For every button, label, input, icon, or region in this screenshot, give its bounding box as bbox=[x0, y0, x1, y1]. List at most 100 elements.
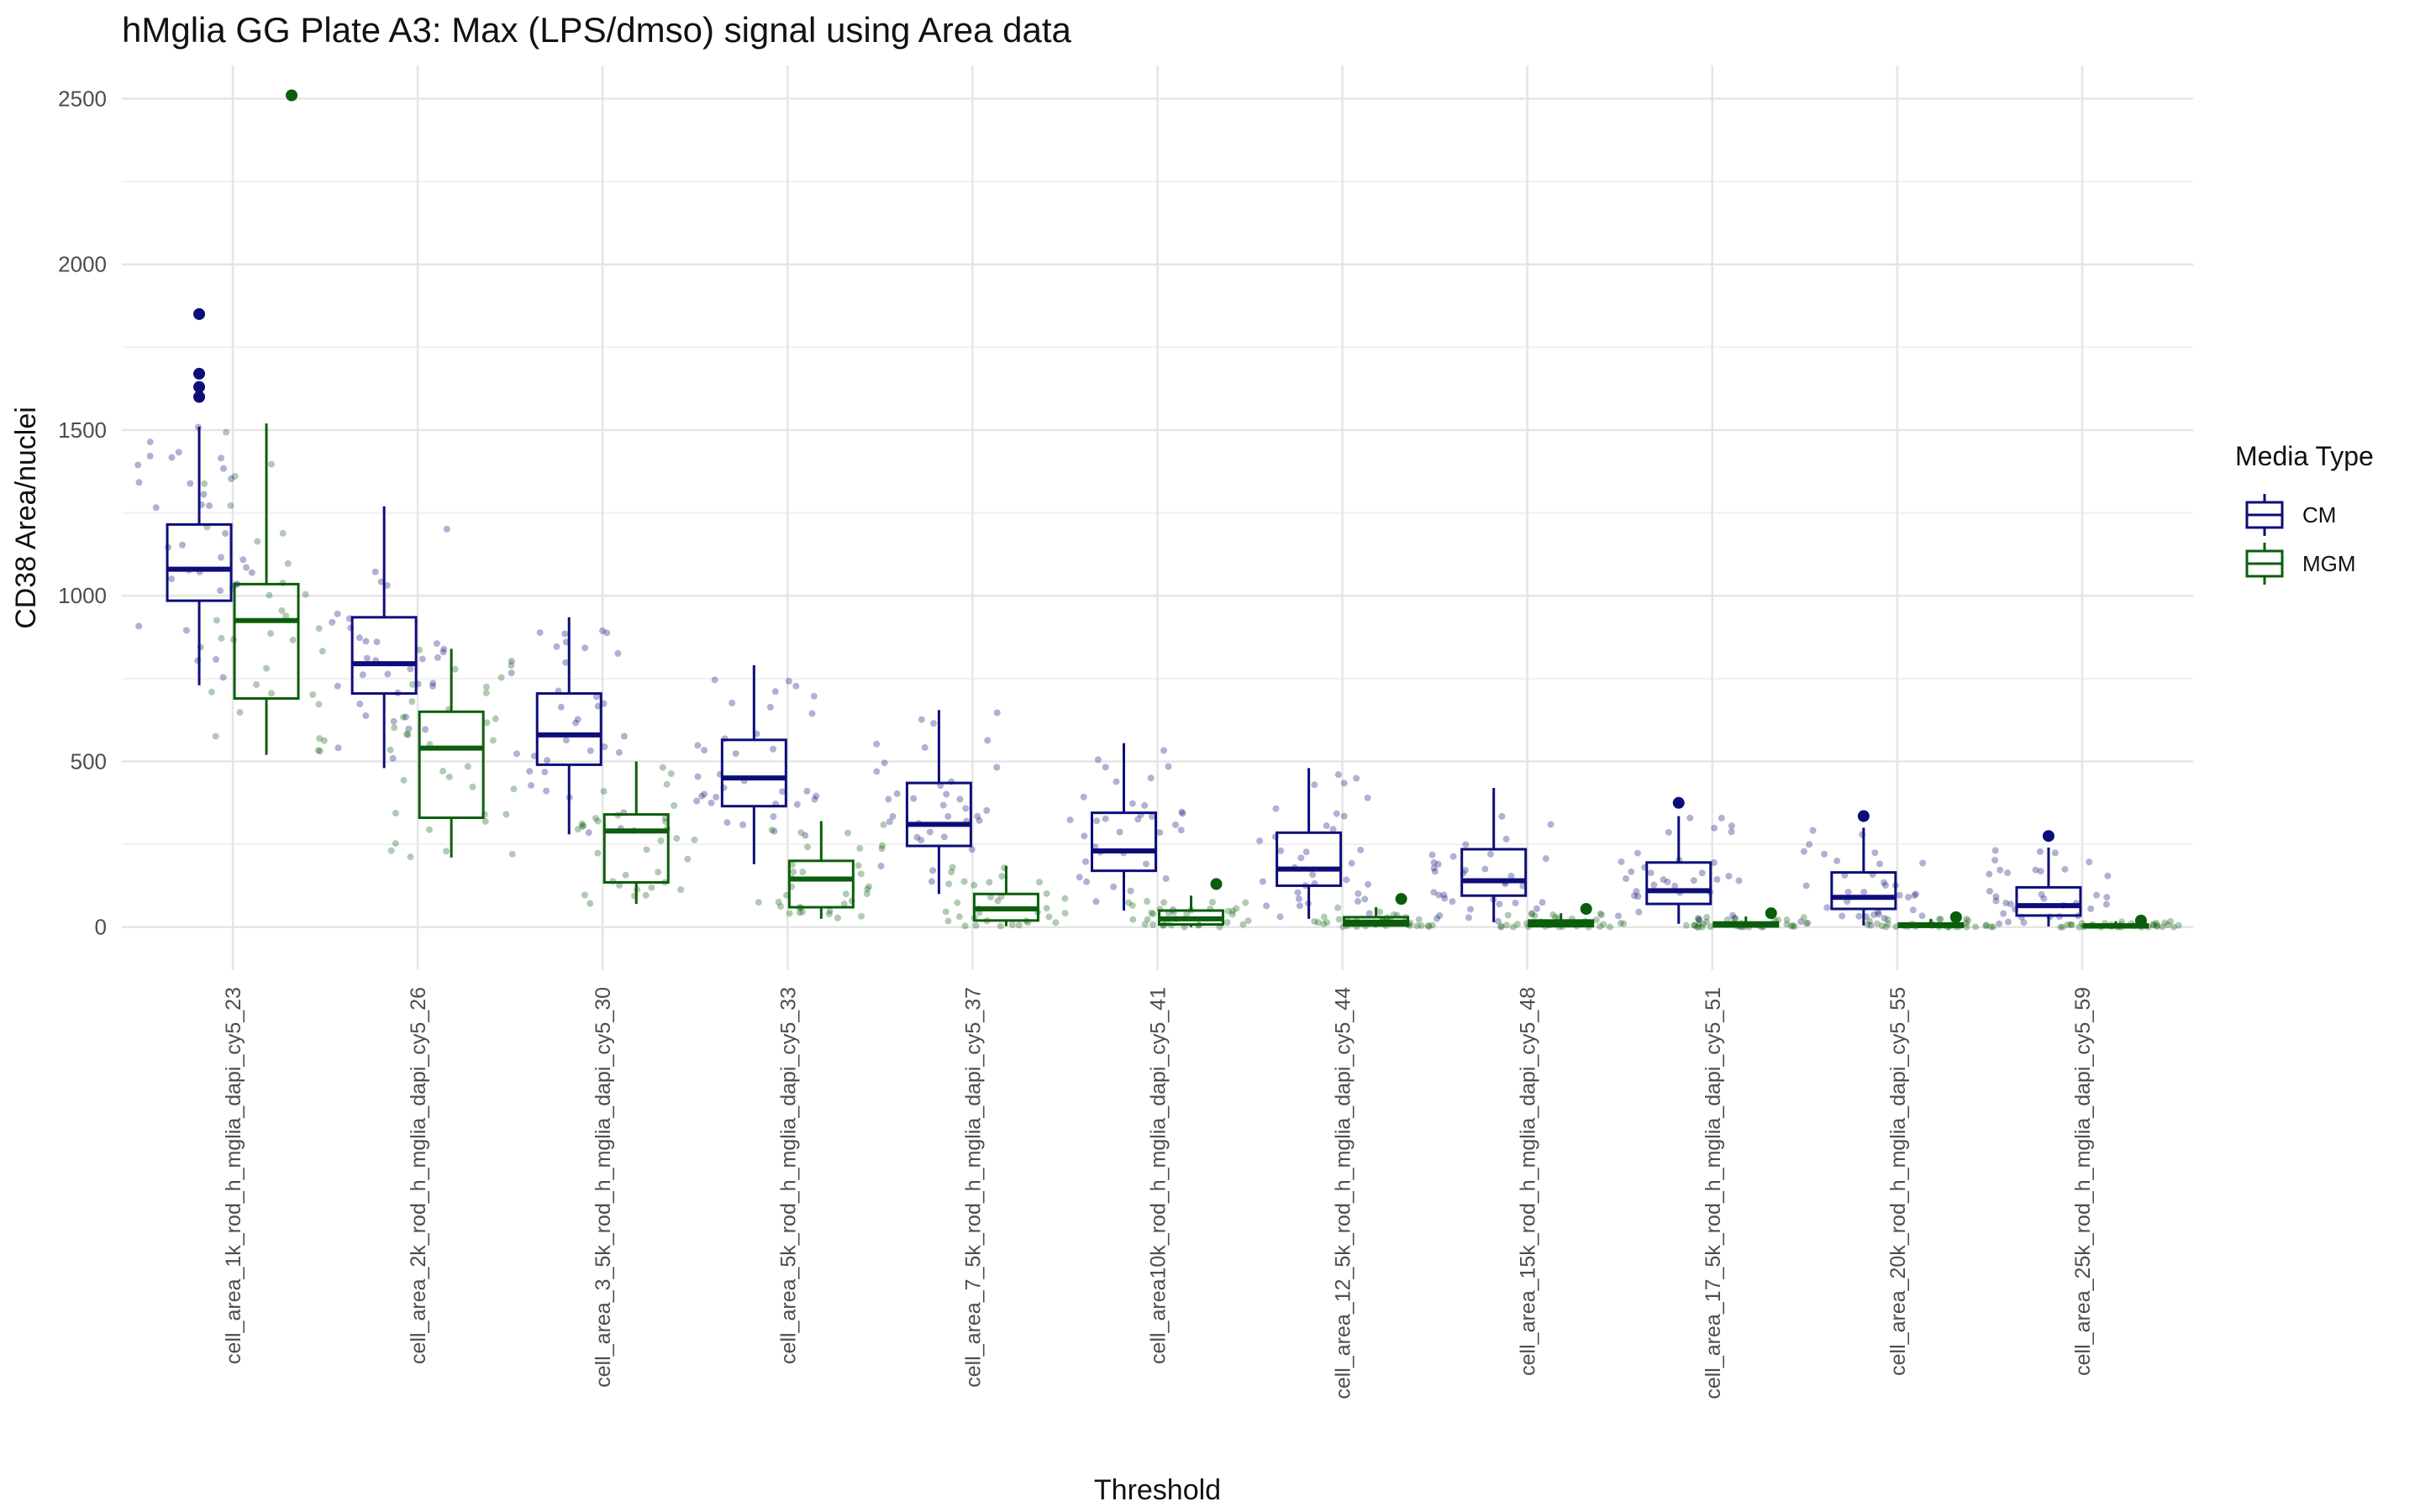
jitter-point bbox=[1509, 923, 1517, 931]
outlier-point bbox=[1210, 878, 1223, 890]
jitter-point bbox=[701, 747, 708, 754]
jitter-point bbox=[698, 792, 706, 800]
jitter-point bbox=[510, 785, 518, 793]
jitter-point bbox=[371, 568, 379, 575]
jitter-point bbox=[1110, 883, 1118, 890]
jitter-point bbox=[1728, 828, 1735, 836]
y-tick-label: 1500 bbox=[58, 417, 107, 443]
jitter-point bbox=[1664, 878, 1671, 885]
outlier-point bbox=[193, 391, 206, 403]
jitter-point bbox=[655, 869, 662, 876]
jitter-point bbox=[1263, 902, 1270, 910]
jitter-point bbox=[1080, 793, 1087, 801]
jitter-point bbox=[1693, 923, 1701, 931]
jitter-point bbox=[2007, 900, 2014, 908]
jitter-point bbox=[777, 903, 785, 911]
jitter-point bbox=[1865, 917, 1873, 925]
jitter-point bbox=[918, 837, 925, 844]
jitter-point bbox=[429, 682, 437, 690]
jitter-point bbox=[1696, 921, 1703, 928]
jitter-point bbox=[1355, 890, 1362, 897]
jitter-point bbox=[1178, 808, 1186, 816]
jitter-point bbox=[600, 788, 608, 795]
jitter-point bbox=[1093, 817, 1101, 825]
jitter-point bbox=[708, 799, 715, 806]
box bbox=[535, 692, 602, 766]
jitter-point bbox=[1116, 828, 1123, 836]
jitter-point bbox=[1172, 821, 1180, 828]
jitter-point bbox=[1424, 921, 1432, 929]
jitter-point bbox=[1809, 827, 1817, 834]
box bbox=[602, 813, 670, 884]
jitter-point bbox=[439, 768, 447, 775]
jitter-point bbox=[581, 891, 588, 899]
jitter-point bbox=[200, 491, 208, 498]
jitter-point bbox=[2086, 858, 2093, 866]
jitter-point bbox=[1144, 916, 1151, 923]
jitter-point bbox=[1690, 877, 1697, 885]
jitter-point bbox=[1043, 905, 1050, 912]
jitter-point bbox=[206, 502, 213, 510]
jitter-point bbox=[855, 862, 862, 869]
jitter-point bbox=[223, 428, 230, 436]
jitter-point bbox=[1965, 917, 1972, 925]
x-tick-label: cell_area_17_5k_rod_h_mglia_dapi_cy5_51 bbox=[1702, 987, 1725, 1399]
jitter-point bbox=[1128, 901, 1136, 909]
jitter-point bbox=[557, 703, 565, 711]
jitter-point bbox=[1728, 911, 1736, 919]
jitter-point bbox=[1435, 891, 1443, 899]
jitter-point bbox=[779, 788, 786, 795]
jitter-point bbox=[1449, 898, 1456, 906]
jitter-point bbox=[282, 612, 290, 620]
jitter-point bbox=[175, 449, 182, 456]
jitter-point bbox=[1035, 879, 1043, 886]
jitter-point bbox=[1710, 858, 1718, 866]
jitter-point bbox=[723, 819, 731, 827]
jitter-point bbox=[1183, 911, 1191, 918]
jitter-point bbox=[187, 480, 194, 487]
jitter-point bbox=[1882, 923, 1890, 931]
jitter-point bbox=[426, 826, 434, 833]
jitter-point bbox=[309, 690, 317, 698]
legend-item-mgm: MGM bbox=[2235, 539, 2374, 588]
jitter-point bbox=[962, 805, 970, 812]
jitter-point bbox=[1875, 911, 1882, 918]
boxes bbox=[166, 89, 2149, 929]
jitter-point bbox=[562, 737, 570, 744]
jitter-point bbox=[585, 829, 592, 837]
jitter-point bbox=[1311, 917, 1318, 925]
jitter-point bbox=[1912, 890, 1919, 898]
jitter-point bbox=[1449, 853, 1457, 860]
jitter-point bbox=[1502, 921, 1510, 929]
jitter-point bbox=[1177, 827, 1185, 834]
jitter-point bbox=[433, 640, 440, 648]
jitter-point bbox=[971, 881, 978, 889]
jitter-point bbox=[1365, 910, 1373, 917]
jitter-point bbox=[592, 815, 599, 822]
jitter-point bbox=[289, 636, 297, 643]
jitter-point bbox=[811, 795, 818, 803]
jitter-point bbox=[356, 701, 364, 708]
jitter-point bbox=[1937, 916, 1944, 923]
jitter-point bbox=[2004, 918, 2012, 926]
legend-label-cm: CM bbox=[2302, 501, 2337, 528]
jitter-point bbox=[1466, 906, 1474, 913]
jitter-point bbox=[334, 744, 342, 752]
jitter-point bbox=[993, 709, 1001, 717]
jitter-point bbox=[1239, 921, 1247, 928]
jitter-point bbox=[1592, 916, 1600, 924]
jitter-point bbox=[387, 847, 395, 854]
jitter-point bbox=[315, 701, 323, 708]
jitter-point bbox=[513, 750, 521, 758]
jitter-point bbox=[661, 815, 669, 822]
jitter-point bbox=[739, 821, 747, 828]
legend: Media Type CM MGM bbox=[2235, 441, 2374, 588]
outlier-point bbox=[286, 89, 298, 102]
jitter-point bbox=[834, 914, 841, 921]
jitter-point bbox=[1783, 916, 1791, 924]
jitter-point bbox=[1992, 893, 2000, 900]
jitter-point bbox=[997, 922, 1004, 930]
jitter-point bbox=[1076, 874, 1083, 881]
jitter-point bbox=[842, 890, 850, 898]
jitter-point bbox=[373, 638, 381, 646]
